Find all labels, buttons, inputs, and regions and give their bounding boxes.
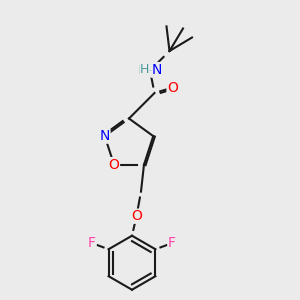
Text: N: N [100,129,110,143]
Text: O: O [167,81,178,94]
Text: O: O [109,158,119,172]
Text: H–N: H–N [137,64,163,77]
Text: F: F [168,236,176,250]
Text: O: O [131,209,142,223]
Text: N: N [152,63,162,76]
Text: F: F [88,236,96,250]
Text: H: H [140,63,149,76]
